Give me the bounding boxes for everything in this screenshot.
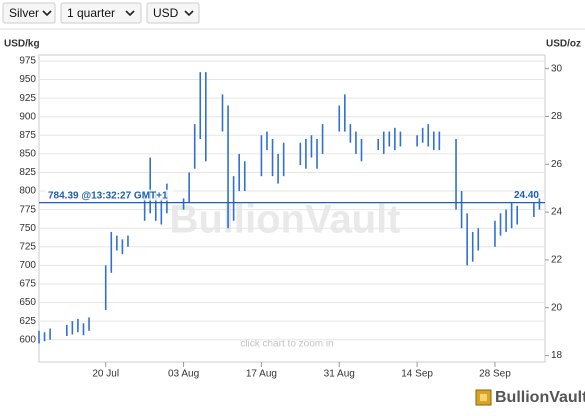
y2-tick-label: 18 <box>551 350 563 361</box>
y2-axis-label: USD/oz <box>546 39 581 50</box>
y2-tick-label: 28 <box>551 111 563 122</box>
dropdown-label[interactable]: 1 quarter <box>67 6 115 20</box>
y2-tick-label: 26 <box>551 159 563 170</box>
y-tick-label: 700 <box>19 260 36 271</box>
plot-area <box>38 54 546 363</box>
y-tick-label: 975 <box>19 56 36 67</box>
y-tick-label: 750 <box>19 223 36 234</box>
reference-y2-label: 24.40 <box>514 190 539 201</box>
y-tick-label: 775 <box>19 204 36 215</box>
dropdown[interactable] <box>146 2 200 24</box>
y-tick-label: 625 <box>19 316 36 327</box>
reference-label-bg <box>45 189 173 201</box>
logo-icon-inner <box>480 394 487 401</box>
y-tick-label: 650 <box>19 297 36 308</box>
y-tick-label: 725 <box>19 241 36 252</box>
dropdown[interactable] <box>2 2 56 24</box>
x-tick-label: 03 Aug <box>168 369 199 380</box>
y-axis-label: USD/kg <box>4 39 40 50</box>
y2-tick-label: 24 <box>551 207 563 218</box>
y-tick-label: 675 <box>19 279 36 290</box>
y-tick-label: 825 <box>19 167 36 178</box>
reference-label: 784.39 @13:32:27 GMT+1 <box>48 190 168 201</box>
chevron <box>125 10 135 17</box>
logo-text: BullionVault <box>495 389 585 406</box>
chevron <box>184 10 194 17</box>
y-tick-label: 950 <box>19 74 36 85</box>
y-tick-label: 600 <box>19 334 36 345</box>
y-tick-label: 850 <box>19 149 36 160</box>
x-tick-label: 14 Sep <box>401 369 433 380</box>
y-tick-label: 875 <box>19 130 36 141</box>
control-period[interactable]: 1 quarter <box>60 2 142 24</box>
x-tick-label: 28 Sep <box>479 369 511 380</box>
x-tick-label: 20 Jul <box>92 369 119 380</box>
x-tick-label: 17 Aug <box>246 369 277 380</box>
y-tick-label: 800 <box>19 186 36 197</box>
zoom-note: click chart to zoom in <box>240 339 333 350</box>
y2-tick-label: 20 <box>551 302 563 313</box>
control-currency[interactable]: USD <box>146 2 200 24</box>
y-tick-label: 925 <box>19 93 36 104</box>
control-metal[interactable]: Silver <box>2 2 56 24</box>
chevron <box>42 10 52 17</box>
y-tick-label: 900 <box>19 111 36 122</box>
x-tick-label: 31 Aug <box>324 369 355 380</box>
watermark: BullionVault <box>169 198 400 242</box>
y2-tick-label: 22 <box>551 255 563 266</box>
dropdown-label[interactable]: Silver <box>9 6 39 20</box>
y2-tick-label: 30 <box>551 63 563 74</box>
logo: BullionVault <box>475 389 585 406</box>
dropdown[interactable] <box>60 2 142 24</box>
dropdown-label[interactable]: USD <box>153 6 179 20</box>
